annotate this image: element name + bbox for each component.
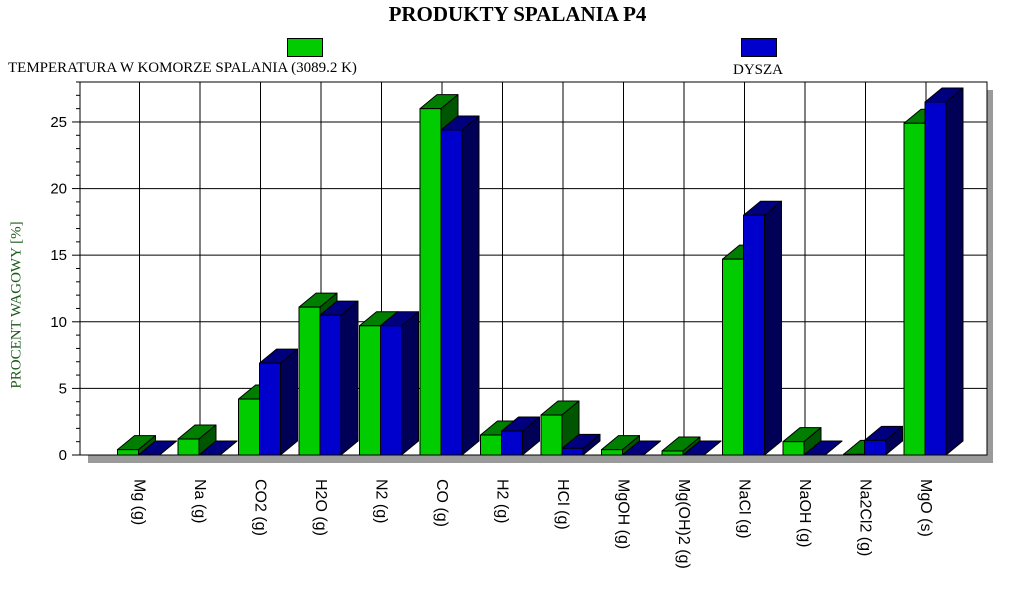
legend-swatch-nozzle [741,38,777,57]
y-tick-label: 10 [50,314,67,331]
bar-front-face [722,258,744,456]
legend-label-combustion-chamber-name: TEMPERATURA W KOMORZE SPALANIA [8,60,288,76]
x-category-label: Mg (g) [131,479,148,525]
x-category-label: CO (g) [433,479,450,527]
bar-front-face [661,450,684,456]
x-category-label: H2O (g) [312,479,329,536]
x-category-label: MgO (s) [917,479,934,537]
bar-nozzle-2 [259,348,298,456]
y-tick-label: 20 [50,181,67,198]
legend-label-nozzle: DYSZA [733,62,784,78]
bar-combustion-chamber-0 [117,435,156,456]
bar-nozzle-7 [561,433,601,456]
bar-nozzle-13 [924,87,964,456]
bar-side-face [461,115,480,456]
bar-front-face [117,449,139,456]
bar-front-face [319,314,342,456]
bar-side-face [945,87,964,456]
bar-front-face [440,129,463,456]
bar-nozzle-11 [803,440,843,456]
bar-nozzle-5 [440,115,480,456]
bar-front-face [601,449,623,456]
bar-front-face [238,398,260,456]
x-category-label: NaOH (g) [796,479,813,547]
bar-front-face [359,325,381,456]
bar-side-face [764,200,782,456]
x-category-label: N2 (g) [373,479,390,523]
x-category-label: Na (g) [191,479,208,523]
plot-right-shadow [987,90,993,463]
bar-front-face [177,438,200,456]
bar-front-face [561,447,584,456]
bar-front-face [903,122,926,456]
bar-side-face [643,440,661,456]
plot-area [80,82,987,455]
x-category-label: H2 (g) [494,479,511,523]
bar-nozzle-6 [501,416,540,456]
x-category-label: Mg(OH)2 (g) [675,479,692,569]
bar-nozzle-10 [743,200,782,456]
bar-side-face [280,348,298,456]
x-category-label: Na2Cl2 (g) [857,479,874,556]
y-tick-label: 15 [50,247,67,264]
x-category-label: MgOH (g) [615,479,632,549]
bar-nozzle-12 [864,425,903,456]
y-tick-label: 0 [59,447,67,464]
plot-floor-shadow [88,455,993,463]
x-category-label: NaCl (g) [736,479,753,539]
y-tick-label: 5 [59,380,67,397]
bar-front-face [298,306,321,456]
bar-front-face [419,108,442,456]
bar-front-face [864,439,886,456]
bar-front-face [782,441,805,456]
bar-side-face [340,300,359,456]
bar-side-face [401,311,419,456]
bar-side-face [824,440,843,456]
y-tick-label: 25 [50,114,67,131]
bar-front-face [743,214,765,456]
x-category-label: CO2 (g) [252,479,269,536]
bar-front-face [480,434,502,456]
bar-nozzle-8 [622,440,661,456]
bar-combustion-chamber-7 [540,400,580,456]
legend-label-combustion-chamber: TEMPERATURA W KOMORZE SPALANIA (3089.2 K… [8,60,357,77]
chart-title: PRODUKTY SPALANIA P4 [388,2,647,26]
bar-front-face [380,325,402,456]
legend-swatch-combustion-chamber [287,38,323,57]
bar-side-face [219,440,238,456]
x-category-label: HCl (g) [554,479,571,530]
bar-combustion-chamber-11 [782,427,822,456]
bar-front-face [259,362,281,456]
bar-nozzle-0 [138,440,177,456]
bar-side-face [703,440,722,456]
bar-nozzle-3 [319,300,359,456]
bar-front-face [843,453,865,456]
legend-label-temperature: (3089.2 K) [291,60,357,76]
bar-nozzle-9 [682,440,722,456]
bar-combustion-chamber-1 [177,424,217,456]
bar-combustion-chamber-9 [661,436,701,456]
bar-nozzle-4 [380,311,419,456]
bar-front-face [540,414,563,456]
bar-front-face [924,101,947,456]
bar-side-face [159,440,177,456]
bar-front-face [501,430,523,456]
bar-nozzle-1 [198,440,238,456]
